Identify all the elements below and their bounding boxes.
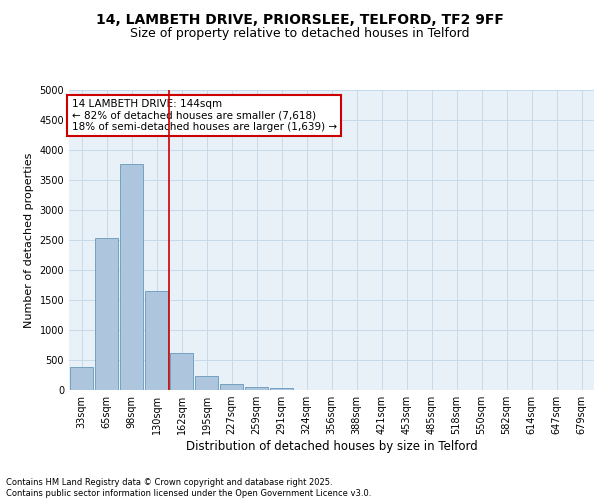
- Bar: [194, 376, 218, 390]
- Y-axis label: Number of detached properties: Number of detached properties: [24, 152, 34, 328]
- Bar: [245, 386, 268, 390]
- Bar: [269, 388, 293, 390]
- Bar: [95, 238, 118, 390]
- Text: 14 LAMBETH DRIVE: 144sqm
← 82% of detached houses are smaller (7,618)
18% of sem: 14 LAMBETH DRIVE: 144sqm ← 82% of detach…: [71, 99, 337, 132]
- Bar: [119, 164, 143, 390]
- Text: 14, LAMBETH DRIVE, PRIORSLEE, TELFORD, TF2 9FF: 14, LAMBETH DRIVE, PRIORSLEE, TELFORD, T…: [96, 12, 504, 26]
- Bar: [70, 367, 94, 390]
- Text: Contains HM Land Registry data © Crown copyright and database right 2025.
Contai: Contains HM Land Registry data © Crown c…: [6, 478, 371, 498]
- X-axis label: Distribution of detached houses by size in Telford: Distribution of detached houses by size …: [185, 440, 478, 453]
- Bar: [145, 291, 169, 390]
- Bar: [170, 353, 193, 390]
- Bar: [220, 384, 244, 390]
- Text: Size of property relative to detached houses in Telford: Size of property relative to detached ho…: [130, 28, 470, 40]
